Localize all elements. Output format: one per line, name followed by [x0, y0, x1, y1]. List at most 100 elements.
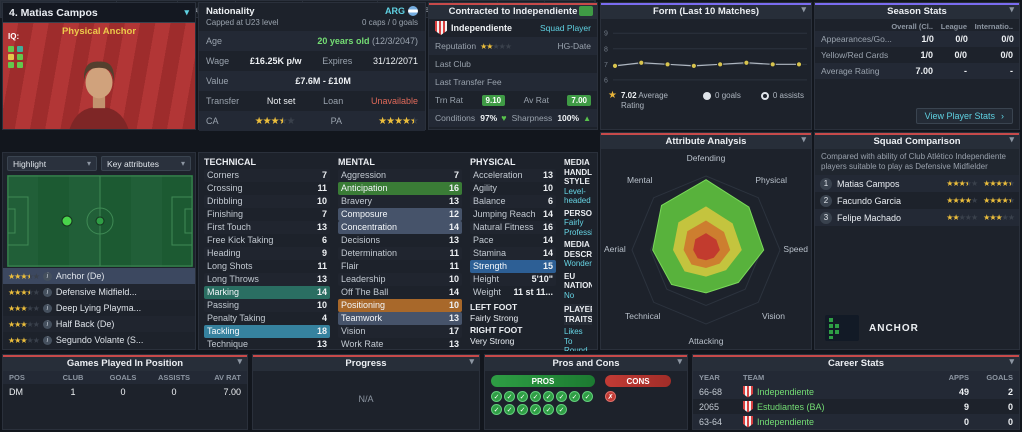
games-table-row[interactable]: DM 1 0 0 7.00: [3, 384, 247, 399]
highlight-dropdown[interactable]: Highlight ▾: [7, 156, 97, 171]
games-column-header[interactable]: GOALS: [109, 373, 137, 382]
key-attributes-dropdown[interactable]: Key attributes ▾: [101, 156, 191, 171]
season-column-header: League: [940, 22, 967, 31]
role-row[interactable]: ★★★★★ i Anchor (De): [3, 268, 195, 284]
games-played-header[interactable]: Games Played In Position ▾: [3, 355, 247, 371]
career-column-header[interactable]: TEAM: [743, 373, 765, 382]
career-column-header[interactable]: YEAR: [699, 373, 720, 382]
goals-cell: 0: [1007, 401, 1013, 412]
view-player-stats-label: View Player Stats: [924, 111, 995, 121]
physical-column: PHYSICAL Acceleration 13 Agility 10 Bala…: [470, 155, 556, 351]
role-row[interactable]: ★ ★ ★ ★ ★ i Segundo Volante (S...: [3, 332, 195, 348]
mental-title: MENTAL: [338, 157, 375, 167]
form-line-chart: 6 7 8 9: [604, 31, 807, 84]
chevron-down-icon: ▾: [1009, 4, 1014, 14]
career-row[interactable]: 2065 Estudiantes (BA) 9 0: [693, 399, 1019, 414]
role-row[interactable]: ★ ★ ★ ★ ★ i Half Back (De): [3, 316, 195, 332]
goals-group: 0 goals: [703, 91, 741, 100]
pros-zone: PROS ✓ ✓ ✓ ✓ ✓ ✓ ✓ ✓ ✓ ✓ ✓ ✓ ✓ ✓: [491, 375, 595, 415]
age-date: (12/3/2047): [371, 36, 418, 46]
view-player-stats-button[interactable]: View Player Stats ›: [915, 108, 1013, 124]
position-dot-cm[interactable]: [95, 216, 105, 226]
capped-note: Capped at U23 level: [206, 18, 279, 27]
info-icon[interactable]: i: [42, 335, 52, 345]
squad-comparison-row[interactable]: 2 Facundo Garcia ★ ★ ★ ★ ★ ★ ★ ★ ★ ★: [815, 192, 1019, 209]
squad-comparison-row[interactable]: 1 Matias Campos ★ ★ ★ ★ ★ ★ ★ ★ ★ ★: [815, 175, 1019, 192]
comparison-role-selector[interactable]: ANCHOR: [815, 307, 1019, 349]
career-row[interactable]: 66-68 Independiente 49 2: [693, 384, 1019, 399]
attribute-value: 10: [316, 196, 327, 206]
attribute-row: Penalty Taking 4: [204, 312, 330, 325]
season-stats-header[interactable]: Season Stats ▾: [815, 3, 1019, 19]
attribute-value: 10: [448, 300, 459, 310]
career-row[interactable]: 63-64 Independiente 0 0: [693, 414, 1019, 429]
role-row[interactable]: ★ ★ ★ ★ ★ i Deep Lying Playma...: [3, 300, 195, 316]
form-summary: ★ 7.02 Average Rating 0 goals 0 assists: [601, 89, 811, 110]
form-goals: 0 goals: [715, 91, 741, 100]
contract-header[interactable]: Contracted to Independiente: [429, 3, 597, 19]
attribute-value: 13: [542, 170, 553, 180]
iq-badge: [17, 46, 23, 52]
player-name-bar[interactable]: 4. Matias Campos ▾: [3, 3, 195, 23]
argentina-flag-icon: [408, 6, 418, 16]
info-icon[interactable]: i: [42, 319, 52, 329]
attribute-name: Dribbling: [207, 196, 243, 206]
expires-label: Expires: [322, 56, 353, 66]
caps-note: 0 caps / 0 goals: [361, 18, 418, 27]
media-section: PERSONALITY Fairly Professional: [564, 209, 592, 238]
club-name: Independiente: [451, 23, 513, 33]
chevron-right-icon: ›: [1001, 111, 1004, 121]
attribute-row: Long Shots 11: [204, 260, 330, 273]
role-stars: ★ ★ ★ ★ ★: [8, 272, 40, 281]
career-stats-header[interactable]: Career Stats ▾: [693, 355, 1019, 371]
sharpness-label: Sharpness: [511, 113, 553, 123]
role-row[interactable]: ★★★★★ i Defensive Midfield...: [3, 284, 195, 300]
ratings-row: Trn Rat 9.10 Av Rat 7.00: [429, 91, 597, 109]
career-column-header[interactable]: GOALS: [986, 373, 1013, 382]
media-section: MEDIA DESCRIPTION Wonderkid: [564, 240, 592, 269]
info-icon[interactable]: i: [42, 271, 52, 281]
team-cell: Estudiantes (BA): [757, 401, 825, 412]
training-rating-label: Trn Rat: [435, 95, 464, 105]
games-column-header[interactable]: AV RAT: [214, 373, 241, 382]
attribute-name: Concentration: [341, 222, 398, 232]
attribute-analysis-header[interactable]: Attribute Analysis ▾: [601, 133, 811, 149]
progress-header[interactable]: Progress ▾: [253, 355, 479, 371]
position-dot-dm[interactable]: [61, 215, 73, 227]
attribute-row: Flair 11: [338, 260, 462, 273]
radar-chart: [631, 175, 781, 325]
attribute-value: 11: [317, 261, 327, 271]
attribute-row: Crossing 11: [204, 182, 330, 195]
games-column-header[interactable]: CLUB: [62, 373, 84, 382]
player-photo-area: Physical Anchor IQ:: [3, 23, 195, 129]
club-row[interactable]: Independiente Squad Player: [429, 19, 597, 37]
pros-cons-header[interactable]: Pros and Cons ▾: [485, 355, 687, 371]
pa-label: PA: [330, 116, 342, 126]
right-foot-label: RIGHT FOOT: [470, 325, 523, 335]
info-icon[interactable]: i: [42, 303, 52, 313]
attribute-value: 7: [321, 209, 327, 219]
avg-rating-label: Av Rat: [523, 95, 549, 105]
wage-value: £16.25K p/w: [249, 56, 302, 66]
comparison-role-label: ANCHOR: [869, 322, 919, 334]
games-column-header[interactable]: POS: [9, 373, 25, 382]
info-icon[interactable]: i: [42, 287, 52, 297]
attribute-value: 11 st 11...: [513, 287, 553, 297]
ca-stars: ★ ★ ★ ★ ★: [946, 179, 978, 188]
season-column-header: Overall (Cl..: [891, 22, 933, 31]
form-header[interactable]: Form (Last 10 Matches) ▾: [601, 3, 811, 19]
squad-comparison-header[interactable]: Squad Comparison ▾: [815, 133, 1019, 149]
club-cell: 1: [70, 386, 76, 397]
attribute-value: 13: [316, 222, 327, 232]
chevron-down-icon: ▾: [801, 134, 806, 144]
attribute-row: Long Throws 13: [204, 273, 330, 286]
radar-axis-label: Speed: [783, 244, 808, 254]
career-column-header[interactable]: APPS: [948, 373, 969, 382]
squad-comparison-row[interactable]: 3 Felipe Machado ★ ★ ★ ★ ★ ★ ★ ★ ★ ★: [815, 209, 1019, 226]
pros-pill: PROS: [491, 375, 595, 387]
squad-status: Squad Player: [539, 23, 591, 33]
media-section-value: No: [564, 290, 575, 300]
games-column-header[interactable]: ASSISTS: [157, 373, 191, 382]
expires-value: 31/12/2071: [372, 56, 418, 66]
position-pitch[interactable]: [7, 175, 193, 267]
